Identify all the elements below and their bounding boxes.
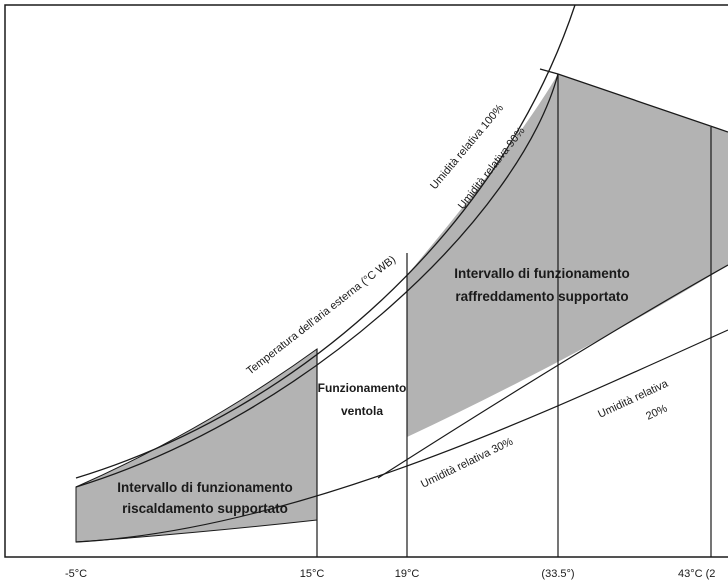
fan-mode-label-line1: Funzionamento [318,381,407,395]
cooling-range-label-line2: raffreddamento supportato [455,289,628,304]
heating-range-label-line2: riscaldamento supportato [122,501,288,516]
rh-100-curve [75,4,576,479]
diagram-frame [4,4,728,558]
tick-label-15c: 15°C [300,568,325,580]
tick-label-43c: 43°C (2 [678,568,715,580]
outdoor-temperature-label: Temperatura dell'aria esterna (°C WB) [244,254,398,378]
heating-range-label-line1: Intervallo di funzionamento [117,480,293,495]
cooling-range-label-line1: Intervallo di funzionamento [454,266,630,281]
rh-20-label-line2: 20% [644,402,669,422]
tick-label-19c: 19°C [395,568,420,580]
rh-20-curve [75,329,728,543]
fan-mode-label-line2: ventola [341,404,383,418]
rh-90-curve [75,73,559,488]
tick-label-minus-5c: -5°C [65,568,87,580]
tick-label-33-5c: (33.5°) [541,568,574,580]
rh-30-curve [377,264,728,479]
cooling-range-area [407,74,728,437]
